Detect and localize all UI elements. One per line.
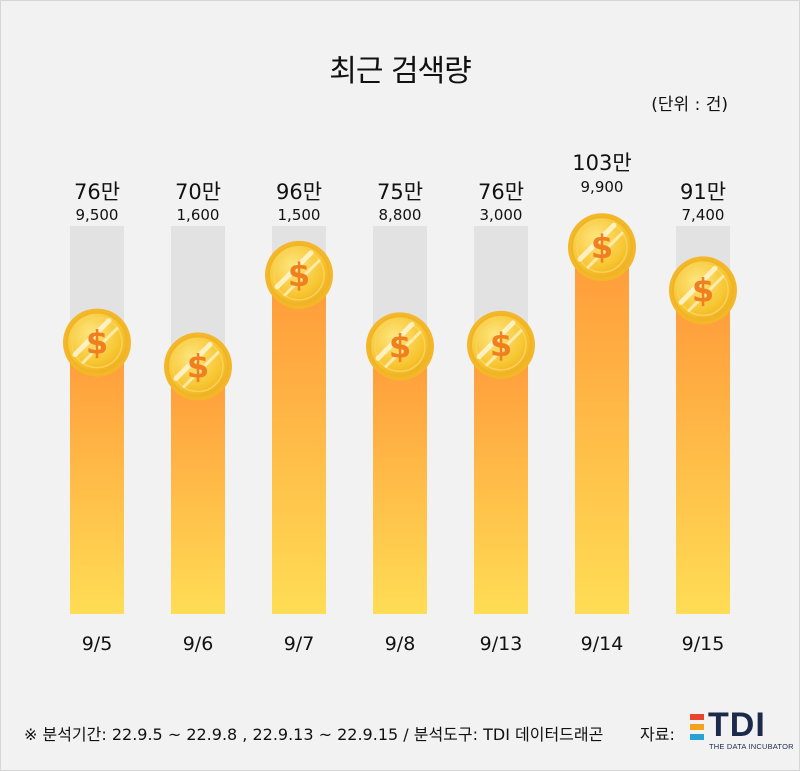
bar xyxy=(373,346,427,614)
bar xyxy=(474,344,528,614)
value-sublabel: 9,500 xyxy=(76,206,119,224)
value-label: 76만 xyxy=(478,180,524,204)
bar xyxy=(70,342,124,614)
x-tick-label: 9/15 xyxy=(682,633,725,655)
coin-icon: $ xyxy=(366,312,434,381)
chart-title: 최근 검색량 xyxy=(329,54,472,89)
dollar-icon: $ xyxy=(591,228,613,266)
dollar-icon: $ xyxy=(86,324,108,362)
logo-text: TDI xyxy=(708,706,766,744)
coin-icon: $ xyxy=(669,256,737,325)
footnote: ※ 분석기간: 22.9.5 ~ 22.9.8 , 22.9.13 ~ 22.9… xyxy=(24,725,604,744)
coin-icon: $ xyxy=(63,308,131,377)
x-tick-label: 9/8 xyxy=(385,633,416,655)
dollar-icon: $ xyxy=(692,271,714,309)
value-label: 103만 xyxy=(572,151,631,175)
value-sublabel: 7,400 xyxy=(682,206,725,224)
value-sublabel: 8,800 xyxy=(379,206,422,224)
dollar-icon: $ xyxy=(187,348,209,386)
dollar-icon: $ xyxy=(389,327,411,365)
x-tick-label: 9/7 xyxy=(284,633,315,655)
coin-icon: $ xyxy=(164,332,232,401)
value-label: 96만 xyxy=(276,180,322,204)
logo-subtext: THE DATA INCUBATOR xyxy=(709,742,794,751)
source-label: 자료: xyxy=(640,725,675,744)
value-sublabel: 1,500 xyxy=(278,206,321,224)
value-label: 75만 xyxy=(377,180,423,204)
coin-icon: $ xyxy=(568,213,636,282)
unit-note: (단위 : 건) xyxy=(651,95,728,115)
value-label: 70만 xyxy=(175,180,221,204)
x-tick-label: 9/13 xyxy=(480,633,523,655)
x-tick-label: 9/14 xyxy=(581,633,624,655)
logo-mark-icon xyxy=(690,714,704,740)
bar xyxy=(575,247,629,614)
value-label: 76만 xyxy=(74,180,120,204)
value-sublabel: 3,000 xyxy=(480,206,523,224)
coin-icon: $ xyxy=(467,310,535,379)
bar xyxy=(272,274,326,614)
bar xyxy=(676,290,730,614)
value-label: 91만 xyxy=(680,180,726,204)
dollar-icon: $ xyxy=(490,326,512,364)
dollar-icon: $ xyxy=(288,256,310,294)
x-tick-label: 9/5 xyxy=(82,633,113,655)
bar xyxy=(171,366,225,614)
x-tick-label: 9/6 xyxy=(183,633,214,655)
tdi-logo: TDI THE DATA INCUBATOR xyxy=(690,706,794,752)
coin-icon: $ xyxy=(265,240,333,309)
value-sublabel: 9,900 xyxy=(581,178,624,196)
value-sublabel: 1,600 xyxy=(177,206,220,224)
